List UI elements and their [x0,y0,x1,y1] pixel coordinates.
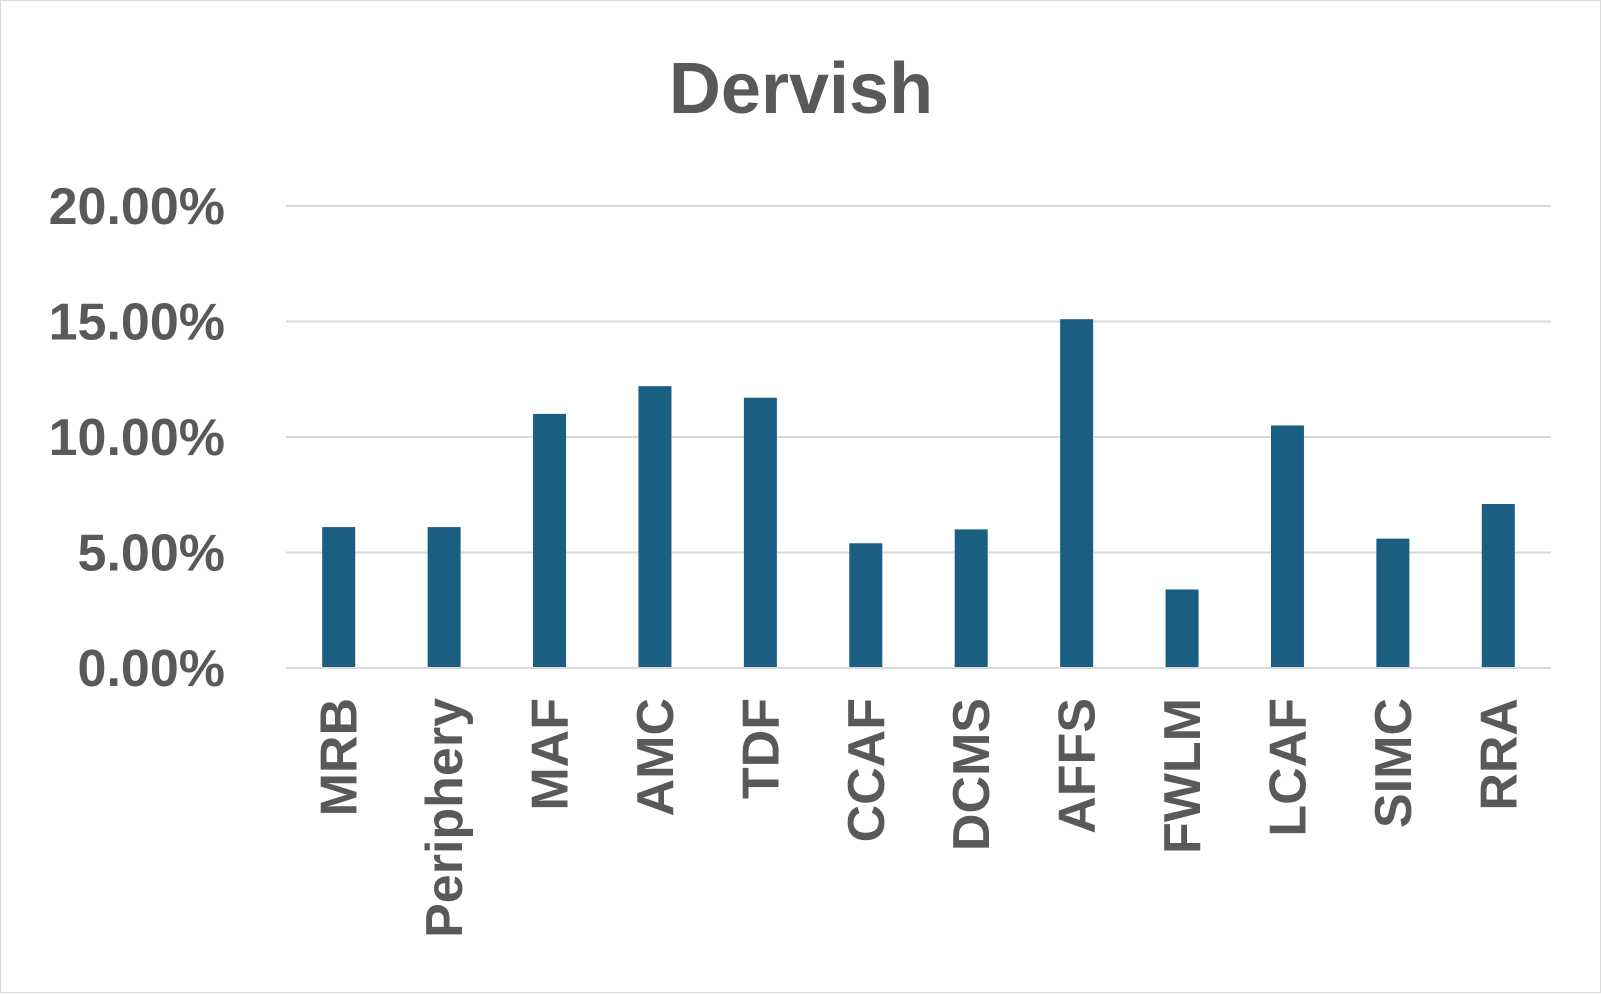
y-tick-label: 20.00% [49,178,225,236]
x-tick-label: AFFS [1049,698,1107,834]
y-tick-label: 10.00% [49,409,225,467]
bar-lcaf [1270,425,1304,668]
bar-periphery [427,527,461,668]
bar-simc [1376,538,1410,668]
x-tick-label: LCAF [1259,698,1317,837]
bar-rra [1481,503,1515,668]
x-tick-label: DCMS [943,698,1001,851]
y-tick-label: 15.00% [49,294,225,352]
x-tick-label: MRB [311,698,369,816]
x-tick-label: MAF [522,698,580,811]
x-tick-label: CCAF [838,698,896,842]
x-tick-label: RRA [1470,698,1528,811]
bar-affs [1060,319,1094,668]
bar-maf [533,413,567,668]
bar-amc [638,386,672,668]
bar-ccaf [849,543,883,668]
x-tick-label: AMC [627,698,685,816]
bar-fwlm [1165,589,1199,668]
x-tick-label: FWLM [1154,698,1212,854]
bar-tdf [743,397,777,668]
y-tick-label: 5.00% [78,525,225,583]
gridlines [286,205,1551,554]
chart-title: Dervish [669,49,933,129]
bar-dcms [954,529,988,668]
y-axis-tick-labels: 0.00% 5.00% 10.00% 15.00% 20.00% [49,178,225,698]
x-tick-label: Periphery [416,698,474,938]
y-tick-label: 0.00% [78,640,225,698]
x-tick-label: SIMC [1365,698,1423,828]
x-tick-label: TDF [732,698,790,799]
bar-mrb [322,527,356,668]
bars [322,319,1515,668]
x-axis-tick-labels: MRB Periphery MAF AMC TDF CCAF DCMS AFFS FWLM LCA… [311,698,1529,938]
